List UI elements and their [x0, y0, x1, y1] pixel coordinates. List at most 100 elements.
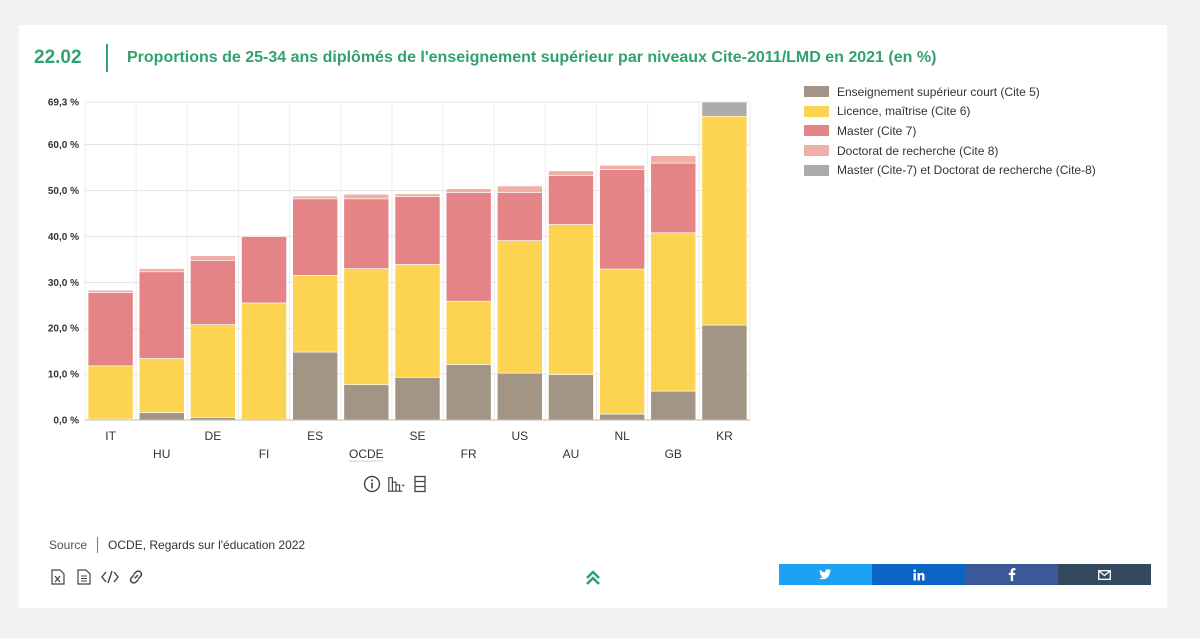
bar-segment — [599, 413, 645, 421]
legend-swatch — [804, 164, 829, 176]
bar-segment — [138, 412, 185, 421]
figure-title: Proportions de 25-34 ans diplômés de l'e… — [127, 49, 937, 66]
legend-label: Enseignement supérieur court (Cite 5) — [837, 84, 1040, 99]
bar-segment — [701, 101, 748, 117]
title-separator — [106, 44, 108, 72]
x-tick-label: FR — [461, 447, 477, 461]
linkedin-share-button[interactable] — [872, 564, 965, 585]
bar-segment — [650, 390, 697, 421]
bar-segment — [343, 198, 390, 269]
y-tick-label: 69,3 % — [48, 98, 79, 109]
x-tick-label: NL — [614, 429, 630, 443]
info-icon[interactable] — [363, 475, 381, 493]
x-tick-label: HU — [153, 447, 170, 461]
y-tick-label: 60,0 % — [48, 140, 79, 151]
double-chevron-up-icon[interactable] — [583, 568, 603, 588]
bar-segment — [650, 162, 697, 234]
table-icon[interactable] — [411, 475, 429, 493]
bar-segment — [650, 155, 697, 164]
y-tick-label: 0,0 % — [53, 416, 79, 427]
bar-segment — [445, 192, 492, 302]
legend-swatch — [804, 105, 829, 117]
bar-segment — [548, 175, 594, 225]
source-line: Source OCDE, Regards sur l'éducation 202… — [49, 537, 305, 553]
bar-segment — [87, 289, 134, 293]
facebook-icon — [1008, 568, 1015, 581]
legend-item[interactable]: Master (Cite-7) et Doctorat de recherche… — [804, 160, 1096, 180]
bar-segment — [701, 324, 748, 421]
bar-segment — [394, 193, 441, 197]
share-bar — [779, 564, 1151, 585]
bar-segment — [548, 224, 594, 375]
bar-segment — [138, 268, 185, 273]
bar-segment — [292, 198, 338, 276]
bar-segment — [496, 372, 543, 421]
bar-segment — [241, 235, 287, 237]
source-value: OCDE, Regards sur l'éducation 2022 — [108, 538, 306, 552]
bar-segment — [394, 377, 441, 421]
bar-segment — [496, 185, 543, 193]
figure-card: 22.02 Proportions de 25-34 ans diplômés … — [19, 25, 1167, 608]
bar-segment — [496, 240, 543, 374]
bar-segment — [445, 364, 492, 421]
bar-segment — [190, 255, 236, 261]
legend-item[interactable]: Master (Cite 7) — [804, 121, 1096, 141]
bar-segment — [548, 374, 594, 421]
legend-item[interactable]: Doctorat de recherche (Cite 8) — [804, 141, 1096, 161]
bar-segment — [599, 169, 645, 270]
bar-segment — [138, 271, 185, 359]
mail-share-button[interactable] — [1058, 564, 1151, 585]
bar-segment — [292, 275, 338, 353]
linkedin-icon — [912, 568, 924, 580]
download-icons — [49, 568, 145, 586]
legend-label: Licence, maîtrise (Cite 6) — [837, 104, 971, 119]
x-tick-label: US — [511, 429, 528, 443]
x-tick-label: ES — [307, 429, 323, 443]
link-icon[interactable] — [127, 568, 145, 586]
bar-segment — [292, 195, 338, 200]
source-separator — [97, 537, 99, 553]
x-tick-label: DE — [205, 429, 222, 443]
bar-segment — [138, 358, 185, 413]
bar-segment — [496, 192, 543, 241]
bar-segment — [394, 196, 441, 265]
bar-segment — [87, 365, 134, 420]
y-tick-label: 50,0 % — [48, 186, 79, 197]
legend-item[interactable]: Enseignement supérieur court (Cite 5) — [804, 82, 1096, 102]
legend-swatch — [804, 86, 829, 98]
x-tick-label: AU — [563, 447, 580, 461]
document-icon[interactable] — [75, 568, 93, 586]
bar-segment — [343, 268, 390, 385]
bar-segment — [599, 165, 645, 170]
legend-swatch — [804, 125, 829, 137]
bar-segment — [343, 193, 390, 200]
bar-segment — [394, 264, 441, 378]
bar-segment — [241, 302, 287, 420]
twitter-share-button[interactable] — [779, 564, 872, 585]
x-tick-label: KR — [716, 429, 733, 443]
legend-swatch — [804, 145, 829, 157]
stacked-bar-chart: 0,0 % 10,0 % 20,0 % 30,0 % 40,0 % 50,0 % 60,0 … — [48, 98, 751, 462]
x-tick-label: SE — [409, 429, 425, 443]
x-tick-label: IT — [105, 429, 116, 443]
bar-segment — [445, 300, 492, 365]
y-tick-label: 20,0 % — [48, 324, 79, 335]
bar-segment — [87, 292, 134, 367]
bar-segment — [701, 115, 748, 326]
legend-item[interactable]: Licence, maîtrise (Cite 6) — [804, 102, 1096, 122]
x-tick-label: OCDE — [349, 447, 384, 461]
source-label: Source — [49, 538, 88, 552]
bar-segment — [599, 268, 645, 415]
y-tick-label: 30,0 % — [48, 278, 79, 289]
x-tick-label: FI — [259, 447, 270, 461]
bar-chart-icon[interactable] — [387, 475, 405, 493]
legend-label: Master (Cite-7) et Doctorat de recherche… — [837, 163, 1096, 178]
y-tick-label: 10,0 % — [48, 370, 79, 381]
excel-file-icon[interactable] — [49, 568, 67, 586]
facebook-share-button[interactable] — [965, 564, 1058, 585]
legend-label: Doctorat de recherche (Cite 8) — [837, 143, 999, 158]
chart-tools — [363, 475, 429, 493]
bar-segment — [650, 232, 697, 392]
code-icon[interactable] — [101, 568, 119, 586]
twitter-icon — [819, 569, 832, 580]
